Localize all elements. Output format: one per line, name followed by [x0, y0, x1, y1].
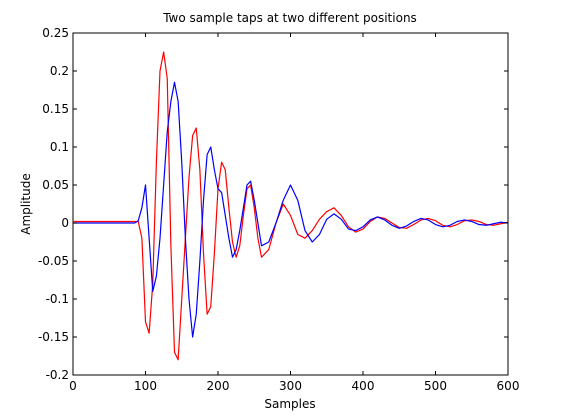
plot-area	[72, 32, 509, 376]
y-tick-label: -0.15	[38, 330, 69, 344]
x-tick-label: 600	[497, 379, 520, 393]
y-axis: -0.2 -0.15 -0.1 -0.05 0 0.05 0.1 0.15 0.2 0.25	[38, 26, 508, 382]
y-tick-label: 0	[61, 216, 69, 230]
y-tick-label: 0.25	[42, 26, 69, 40]
y-tick-label: 0.15	[42, 102, 69, 116]
x-tick-label: 100	[134, 379, 157, 393]
x-tick-label: 0	[69, 379, 77, 393]
series-line-2	[73, 81, 509, 338]
y-tick-label: -0.1	[46, 292, 69, 306]
y-tick-label: 0.1	[50, 140, 69, 154]
x-tick-label: 300	[279, 379, 302, 393]
x-axis: 0 100 200 300 400 500 600	[69, 33, 519, 393]
y-tick-label: 0.2	[50, 64, 69, 78]
x-axis-label: Samples	[264, 397, 315, 411]
x-tick-label: 400	[352, 379, 375, 393]
y-tick-label: -0.05	[38, 254, 69, 268]
chart-title: Two sample taps at two different positio…	[162, 11, 417, 25]
x-tick-label: 500	[424, 379, 447, 393]
y-axis-label: Amplitude	[19, 173, 33, 235]
y-tick-label: 0.05	[42, 178, 69, 192]
y-tick-label: -0.2	[46, 368, 69, 382]
series-layer	[73, 51, 509, 361]
x-tick-label: 200	[207, 379, 230, 393]
